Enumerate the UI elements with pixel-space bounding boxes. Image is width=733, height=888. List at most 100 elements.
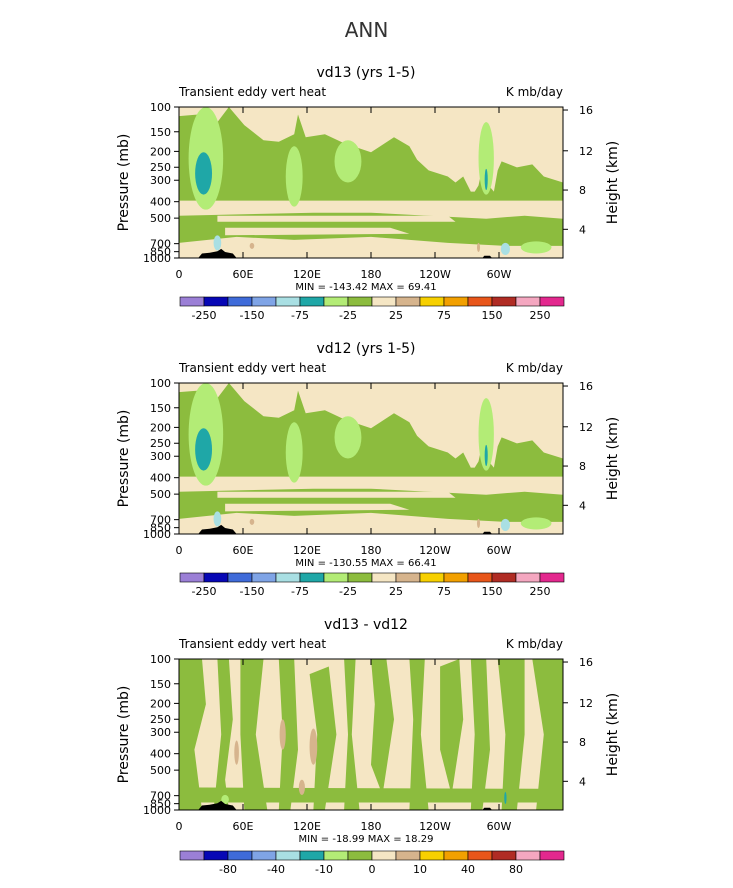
panel-1-x-tick-label: 60E (233, 268, 254, 281)
panel-3-y-tick-label: 100 (150, 653, 171, 666)
panel-3-x-tick-label: 60W (487, 820, 512, 833)
colorbar-2-swatch (251, 572, 277, 583)
colorbar-3-label: 40 (461, 863, 475, 876)
colorbar-3-swatch (467, 850, 493, 861)
panel-3-y-tick-label: 150 (150, 678, 171, 691)
colorbar-2-swatch (395, 572, 421, 583)
panel-3-x-tick-label: 60E (233, 820, 254, 833)
panel-3-light-green-spot (221, 794, 229, 804)
panel-2-tan-gap-1 (217, 491, 456, 498)
colorbar-2-swatch (179, 572, 205, 583)
panel-3-title: vd13 - vd12 (324, 617, 408, 633)
panel-2-right-label: K mb/day (506, 361, 563, 375)
panel-3-tan-spot-2 (279, 719, 286, 750)
colorbar-3-swatch (227, 850, 253, 861)
panel-1-light-blue-spot-1 (213, 235, 222, 251)
colorbar-2-swatch (347, 572, 373, 583)
panel-2-y-axis-label: Pressure (mb) (116, 410, 132, 508)
panel-3-height-tick-label: 4 (579, 775, 586, 788)
colorbar-1-swatch (515, 296, 541, 307)
colorbar-3-swatch (395, 850, 421, 861)
colorbar-1-swatch (467, 296, 493, 307)
panel-2-height-tick-label: 12 (579, 421, 593, 434)
colorbar-3-swatch (347, 850, 373, 861)
panel-2-light-green-blob-2 (334, 416, 362, 459)
colorbar-1-label: -250 (192, 309, 217, 322)
panel-1-light-green-blob-5 (520, 241, 552, 254)
panel-2-y-tick-label: 500 (150, 488, 171, 501)
panel-1-y-tick-label: 700 (150, 238, 171, 251)
colorbar-3-swatch (275, 850, 301, 861)
panel-2-left-label: Transient eddy vert heat (178, 361, 326, 375)
panel-1-height-tick-label: 16 (579, 104, 593, 117)
panel-3-green-region-6 (344, 659, 360, 810)
colorbar-2-label: 150 (482, 585, 503, 598)
colorbar-2-swatch (491, 572, 517, 583)
colorbar-1-label: -25 (339, 309, 357, 322)
panel-1-y-tick-label: 200 (150, 145, 171, 158)
colorbar-2-label: -250 (192, 585, 217, 598)
panel-2-green-region-upper (179, 383, 563, 477)
panel-2-x-tick-label: 60W (487, 544, 512, 557)
colorbar-3-swatch (443, 850, 469, 861)
panel-3-y-axis-label: Pressure (mb) (116, 686, 132, 784)
colorbar-1-label: 250 (530, 309, 551, 322)
panel-3-y-tick-label: 300 (150, 726, 171, 739)
colorbar-1-label: 75 (437, 309, 451, 322)
panel-3-terrain (198, 800, 237, 810)
panel-3-green-region-9 (440, 659, 464, 795)
panel-2-y-tick-label: 850 (150, 522, 171, 535)
colorbar-1-swatch (299, 296, 325, 307)
colorbar-3-swatch (539, 850, 565, 861)
panel-3-height-tick-label: 12 (579, 697, 593, 710)
panel-1-y-tick-label: 100 (150, 101, 171, 114)
colorbar-2-label: -75 (291, 585, 309, 598)
colorbar-3-swatch (179, 850, 205, 861)
panel-1-y-tick-label: 500 (150, 212, 171, 225)
panel-2-y-tick-label: 300 (150, 450, 171, 463)
panel-1-light-green-blob-4 (478, 122, 494, 195)
panel-1-left-label: Transient eddy vert heat (178, 85, 326, 99)
page-title: ANN (344, 18, 389, 42)
panel-1-stats: MIN = -143.42 MAX = 69.41 (295, 282, 436, 293)
panel-1-y-tick-label: 300 (150, 174, 171, 187)
panel-2-terrain (198, 524, 237, 534)
panel-2-height-axis-label: Height (km) (605, 417, 621, 500)
panel-1-terrain (198, 248, 237, 258)
panel-2-terrain-2 (482, 531, 492, 534)
colorbar-3-label: 80 (509, 863, 523, 876)
panel-3-x-tick-label: 0 (176, 820, 183, 833)
colorbar-1-swatch (443, 296, 469, 307)
colorbar-1-swatch (419, 296, 445, 307)
panel-2-teal-core-2 (484, 444, 488, 467)
panel-1-title: vd13 (yrs 1-5) (316, 65, 415, 81)
colorbar-2-swatch (203, 572, 229, 583)
panel-3-stats: MIN = -18.99 MAX = 18.29 (299, 834, 434, 845)
panel-2-light-green-blob-5 (520, 517, 552, 530)
colorbar-2-swatch (443, 572, 469, 583)
panel-2-stats: MIN = -130.55 MAX = 66.41 (295, 558, 436, 569)
panel-2-height-tick-label: 4 (579, 499, 586, 512)
panel-1-x-tick-label: 60W (487, 268, 512, 281)
panel-1-light-green-blob-2 (334, 140, 362, 183)
panel-1-height-axis-label: Height (km) (605, 141, 621, 224)
panel-3-x-tick-label: 120W (419, 820, 451, 833)
panel-3-green-region-11 (497, 659, 525, 810)
panel-2-y-tick-label: 700 (150, 514, 171, 527)
panel-1-tan-spot-2 (476, 242, 481, 252)
panel-3-green-region-2 (213, 659, 233, 810)
panel-3-height-tick-label: 16 (579, 656, 593, 669)
colorbar-3-swatch (323, 850, 349, 861)
panel-1-tan-gap-2 (225, 227, 410, 236)
panel-1-y-tick-label: 850 (150, 246, 171, 259)
panel-2-height-tick-label: 16 (579, 380, 593, 393)
panel-3-green-region-13 (179, 787, 563, 803)
panel-1-teal-core-2 (484, 168, 488, 191)
colorbar-2-label: 75 (437, 585, 451, 598)
colorbar-2-label: 25 (389, 585, 403, 598)
panel-1-y-tick-label: 400 (150, 196, 171, 209)
colorbar-3-label: 0 (369, 863, 376, 876)
panel-1-y-axis-label: Pressure (mb) (116, 134, 132, 232)
panel-2-light-green-blob-1 (285, 422, 303, 483)
